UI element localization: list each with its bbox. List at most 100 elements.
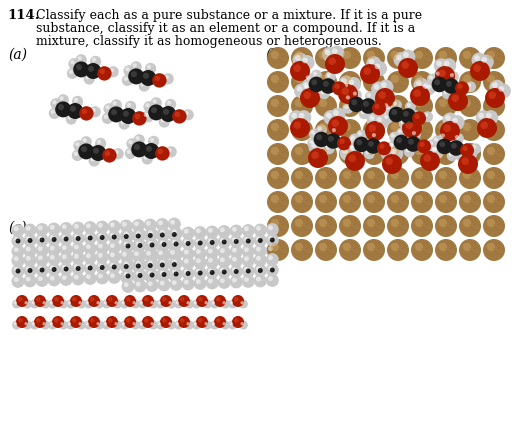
Circle shape (134, 144, 140, 150)
Circle shape (258, 238, 263, 243)
Circle shape (172, 250, 177, 255)
Circle shape (401, 114, 407, 119)
Circle shape (363, 101, 369, 107)
Circle shape (96, 231, 109, 244)
Circle shape (160, 251, 165, 256)
Circle shape (267, 191, 289, 213)
Circle shape (487, 171, 495, 179)
Circle shape (313, 71, 317, 76)
Circle shape (458, 149, 463, 155)
Circle shape (244, 277, 249, 282)
Circle shape (143, 73, 149, 79)
Circle shape (379, 91, 386, 99)
Circle shape (367, 219, 375, 227)
Circle shape (133, 63, 137, 67)
Circle shape (340, 139, 345, 144)
Circle shape (222, 240, 227, 244)
Circle shape (435, 95, 457, 117)
Circle shape (300, 88, 320, 108)
Circle shape (59, 300, 68, 309)
Circle shape (75, 236, 81, 241)
Circle shape (405, 101, 416, 112)
Circle shape (162, 297, 166, 301)
Circle shape (47, 252, 60, 266)
Circle shape (14, 256, 19, 261)
Circle shape (434, 79, 440, 85)
Circle shape (132, 270, 145, 283)
Circle shape (50, 255, 55, 260)
Circle shape (18, 297, 22, 301)
Circle shape (98, 244, 103, 248)
Circle shape (79, 301, 82, 305)
Circle shape (122, 243, 127, 248)
Circle shape (86, 234, 91, 239)
Circle shape (47, 233, 60, 246)
Circle shape (124, 264, 128, 269)
Circle shape (72, 252, 85, 264)
Circle shape (108, 271, 121, 284)
Circle shape (399, 111, 414, 126)
Circle shape (325, 54, 345, 74)
Circle shape (86, 244, 91, 249)
Circle shape (343, 51, 351, 59)
Circle shape (148, 136, 159, 147)
Circle shape (97, 66, 112, 81)
Circle shape (210, 300, 219, 309)
Circle shape (148, 104, 164, 120)
Circle shape (155, 146, 170, 161)
Circle shape (463, 123, 471, 131)
Circle shape (98, 273, 103, 279)
Circle shape (36, 297, 41, 301)
Circle shape (41, 238, 42, 240)
Circle shape (102, 300, 111, 309)
Circle shape (145, 113, 149, 117)
Circle shape (62, 235, 67, 240)
Circle shape (216, 297, 220, 301)
Circle shape (232, 277, 237, 283)
Circle shape (49, 322, 53, 326)
Circle shape (470, 143, 481, 154)
Circle shape (432, 147, 436, 151)
Circle shape (126, 138, 138, 149)
Circle shape (108, 231, 121, 244)
Circle shape (363, 239, 385, 261)
Circle shape (158, 231, 163, 235)
Circle shape (160, 263, 165, 268)
Circle shape (146, 228, 159, 241)
Circle shape (122, 259, 135, 272)
Circle shape (391, 171, 399, 179)
Circle shape (140, 301, 143, 305)
Circle shape (256, 256, 261, 261)
Circle shape (38, 266, 43, 271)
Circle shape (458, 84, 463, 89)
Circle shape (150, 273, 154, 277)
Circle shape (199, 241, 200, 243)
Circle shape (423, 83, 428, 89)
Circle shape (111, 109, 117, 115)
Circle shape (218, 255, 231, 268)
Circle shape (384, 103, 388, 107)
Circle shape (138, 300, 147, 309)
Circle shape (113, 148, 124, 159)
Circle shape (343, 99, 351, 107)
Circle shape (120, 219, 133, 233)
Circle shape (124, 295, 136, 307)
Circle shape (125, 148, 136, 159)
Circle shape (295, 75, 303, 83)
Circle shape (459, 191, 481, 213)
Circle shape (489, 80, 504, 95)
Circle shape (391, 147, 399, 155)
Circle shape (271, 268, 272, 270)
Circle shape (404, 146, 414, 157)
Circle shape (172, 259, 177, 264)
Circle shape (267, 71, 289, 93)
Circle shape (363, 215, 385, 237)
Circle shape (67, 103, 83, 119)
Circle shape (89, 106, 101, 117)
Circle shape (170, 230, 175, 235)
Circle shape (122, 273, 127, 277)
Circle shape (54, 297, 59, 301)
Circle shape (74, 234, 79, 239)
Circle shape (146, 239, 159, 252)
Circle shape (175, 242, 176, 244)
